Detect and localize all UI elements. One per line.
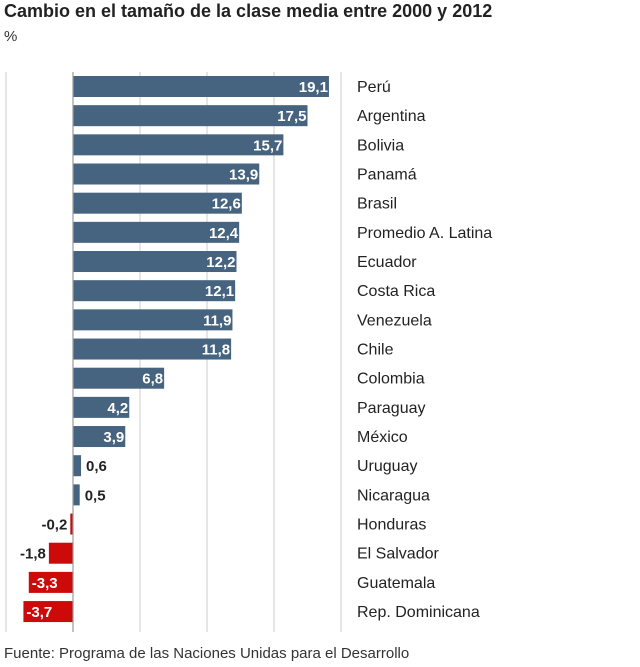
category-label: Argentina [357,108,426,125]
value-label: 19,1 [299,79,328,96]
category-label: Honduras [357,517,426,534]
value-label: 11,9 [203,312,231,329]
bar [73,426,126,448]
category-label: Panamá [357,167,417,184]
value-label: 12,4 [209,225,239,242]
category-label: El Salvador [357,546,439,563]
value-label: 0,5 [85,487,106,504]
value-label: 15,7 [253,137,282,154]
category-label: Guatemala [357,575,435,592]
bar [28,571,74,593]
value-label: 17,5 [277,108,306,125]
value-label: 6,8 [142,371,163,388]
value-label: -3,3 [32,575,58,592]
bar [73,309,233,331]
value-label: 12,1 [205,283,234,300]
category-label: Uruguay [357,458,417,475]
bar [73,455,82,477]
bar [73,367,165,389]
category-label: Colombia [357,371,425,388]
value-label: -1,8 [20,546,46,563]
bar [73,105,308,127]
bar [73,221,240,243]
category-label: Ecuador [357,254,417,271]
value-label: 12,6 [212,196,241,213]
category-label: Chile [357,342,394,359]
category-label: Rep. Dominicana [357,604,480,621]
chart-title: Cambio en el tamaño de la clase media en… [4,1,493,21]
bar [48,542,73,564]
value-label: -3,7 [26,604,52,621]
value-label: 11,8 [202,342,230,359]
category-label: México [357,429,408,446]
bar [70,513,73,535]
unit-label: % [4,28,18,45]
category-label: Bolivia [357,137,404,154]
bar [23,601,74,623]
bar [73,134,284,156]
bar [73,338,232,360]
value-label: 13,9 [229,167,258,184]
value-label: 4,2 [107,400,128,417]
source-note: Fuente: Programa de las Naciones Unidas … [4,645,410,662]
bar [73,280,236,302]
value-label: 0,6 [86,458,107,475]
bar [73,163,260,185]
bar [73,484,80,506]
bar [73,251,237,273]
value-label: 3,9 [103,429,124,446]
category-label: Nicaragua [357,487,430,504]
category-label: Perú [357,79,391,96]
category-label: Paraguay [357,400,426,417]
category-label: Brasil [357,196,397,213]
bar-chart: 19,1 Perú 17,5 Argentina 15,7 Bolivia 13,9 Pana… [5,72,492,632]
value-label: -0,2 [41,517,67,534]
value-label: 12,2 [206,254,235,271]
bar [73,76,329,97]
bar [73,396,130,418]
category-label: Promedio A. Latina [357,225,492,242]
category-label: Venezuela [357,312,432,329]
bar [73,192,242,214]
category-label: Costa Rica [357,283,435,300]
